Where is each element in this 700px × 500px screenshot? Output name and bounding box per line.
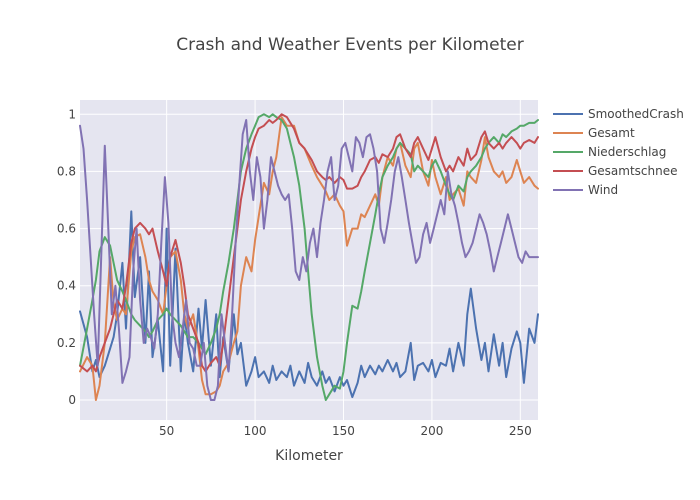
legend-label: Gesamt xyxy=(588,126,635,140)
series-lines xyxy=(79,113,539,401)
chart-title: Crash and Weather Events per Kilometer xyxy=(176,35,523,55)
legend-item-gesamt[interactable]: Gesamt xyxy=(553,126,635,140)
series-line-gesamtschnee xyxy=(79,113,539,373)
series-line-smoothedcrash xyxy=(79,210,539,399)
series-line-niederschlag xyxy=(79,113,539,401)
axis-ticks: 50 100 150 200 250 0 0.2 0.4 0.6 0.8 1 xyxy=(57,107,532,438)
y-tick-label: 0 xyxy=(68,393,76,407)
series-line-wind xyxy=(79,119,539,401)
x-axis-title: Kilometer xyxy=(275,448,343,464)
x-tick-label: 150 xyxy=(332,424,355,438)
y-tick-label: 1 xyxy=(68,107,76,121)
plot-background xyxy=(80,100,538,420)
x-tick-label: 250 xyxy=(509,424,532,438)
legend-label: Wind xyxy=(588,183,618,197)
y-tick-label: 0.4 xyxy=(57,279,76,293)
legend-item-niederschlag[interactable]: Niederschlag xyxy=(553,145,666,159)
x-tick-label: 50 xyxy=(159,424,174,438)
legend-item-smoothedcrash[interactable]: SmoothedCrash xyxy=(553,107,684,121)
x-tick-label: 200 xyxy=(420,424,443,438)
legend[interactable]: SmoothedCrash Gesamt Niederschlag Gesamtsch… xyxy=(553,107,684,197)
legend-label: SmoothedCrash xyxy=(588,107,684,121)
legend-label: Gesamtschnee xyxy=(588,164,678,178)
x-tick-label: 100 xyxy=(244,424,267,438)
legend-item-wind[interactable]: Wind xyxy=(553,183,618,197)
y-tick-label: 0.2 xyxy=(57,336,76,350)
y-tick-label: 0.6 xyxy=(57,222,76,236)
legend-label: Niederschlag xyxy=(588,145,666,159)
legend-item-gesamtschnee[interactable]: Gesamtschnee xyxy=(553,164,678,178)
y-tick-label: 0.8 xyxy=(57,164,76,178)
